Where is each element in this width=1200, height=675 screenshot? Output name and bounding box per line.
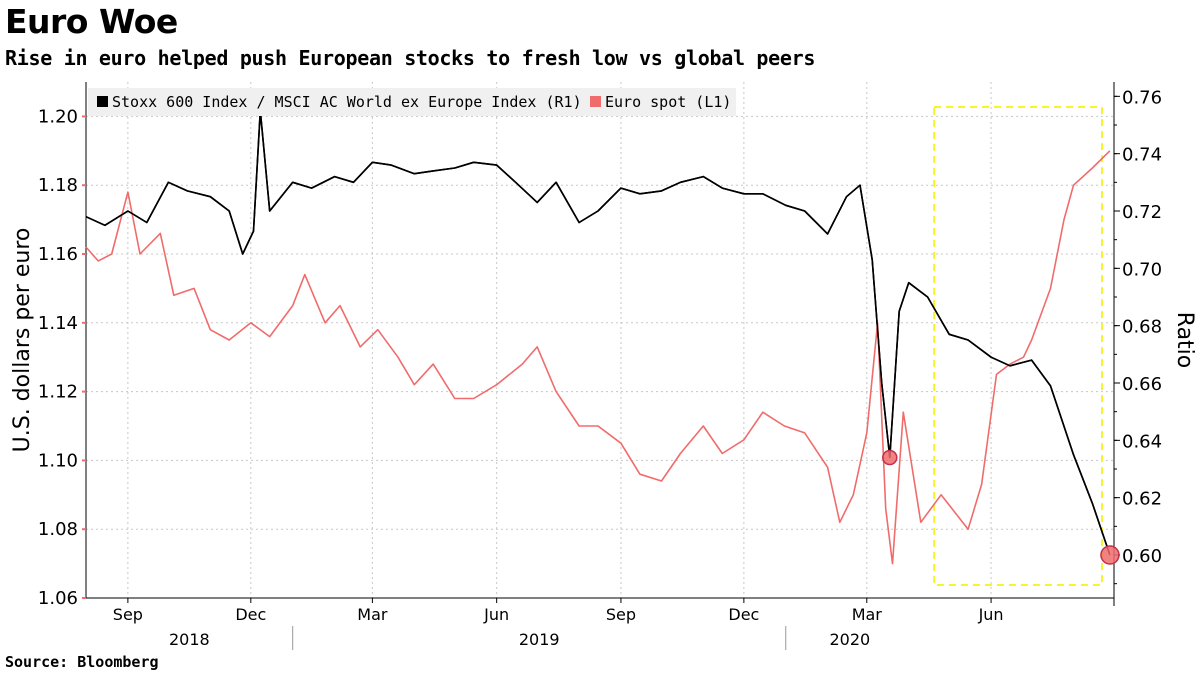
x-tick-label: Mar <box>357 605 388 624</box>
grid-lines <box>86 82 1114 599</box>
left-tick-label: 1.10 <box>38 450 78 471</box>
left-tick-label: 1.20 <box>38 106 78 127</box>
right-tick-label: 0.72 <box>1122 202 1162 223</box>
right-tick-label: 0.64 <box>1122 431 1162 452</box>
euro-series-line <box>85 150 1111 565</box>
right-tick-label: 0.74 <box>1122 145 1162 166</box>
x-tick-label: Jun <box>483 605 509 624</box>
low-point-marker <box>882 449 898 466</box>
left-tick-label: 1.16 <box>38 244 78 265</box>
year-label: 2020 <box>830 630 871 649</box>
left-tick-label: 1.12 <box>38 382 78 403</box>
left-axis-title: U.S. dollars per euro <box>10 228 35 453</box>
left-tick-label: 1.08 <box>38 519 78 540</box>
legend-swatch-ratio <box>97 96 108 107</box>
chart-subtitle: Rise in euro helped push European stocks… <box>5 46 816 70</box>
legend-swatch-euro <box>590 96 601 107</box>
right-tick-label: 0.66 <box>1122 374 1162 395</box>
right-axis-title: Ratio <box>1172 312 1197 368</box>
left-tick-label: 1.18 <box>38 175 78 196</box>
x-tick-label: Jun <box>978 605 1004 624</box>
left-tick-label: 1.06 <box>38 588 78 609</box>
right-tick-label: 0.70 <box>1122 259 1162 280</box>
legend-label-euro: Euro spot (L1) <box>605 93 731 111</box>
right-tick-label: 0.62 <box>1122 489 1162 510</box>
x-tick-label: Sep <box>606 605 636 624</box>
year-label: 2018 <box>169 630 210 649</box>
right-tick-label: 0.68 <box>1122 317 1162 338</box>
x-tick-label: Sep <box>113 605 143 624</box>
right-tick-label: 0.76 <box>1122 87 1162 108</box>
source-note: Source: Bloomberg <box>5 653 159 671</box>
legend-background <box>88 88 736 116</box>
highlight-box <box>933 106 1104 586</box>
right-tick-label: 0.60 <box>1122 546 1162 567</box>
x-tick-label: Mar <box>852 605 883 624</box>
year-label: 2019 <box>519 630 560 649</box>
low-point-marker <box>1100 545 1120 565</box>
ratio-series-line <box>85 109 1111 556</box>
legend: Stoxx 600 Index / MSCI AC World ex Europ… <box>88 88 736 116</box>
x-tick-label: Dec <box>728 605 759 624</box>
ratio-series-line-top <box>85 109 1111 556</box>
chart-title: Euro Woe <box>5 2 178 41</box>
legend-label-ratio: Stoxx 600 Index / MSCI AC World ex Europ… <box>112 93 582 111</box>
left-tick-label: 1.14 <box>38 313 78 334</box>
x-tick-label: Dec <box>235 605 266 624</box>
